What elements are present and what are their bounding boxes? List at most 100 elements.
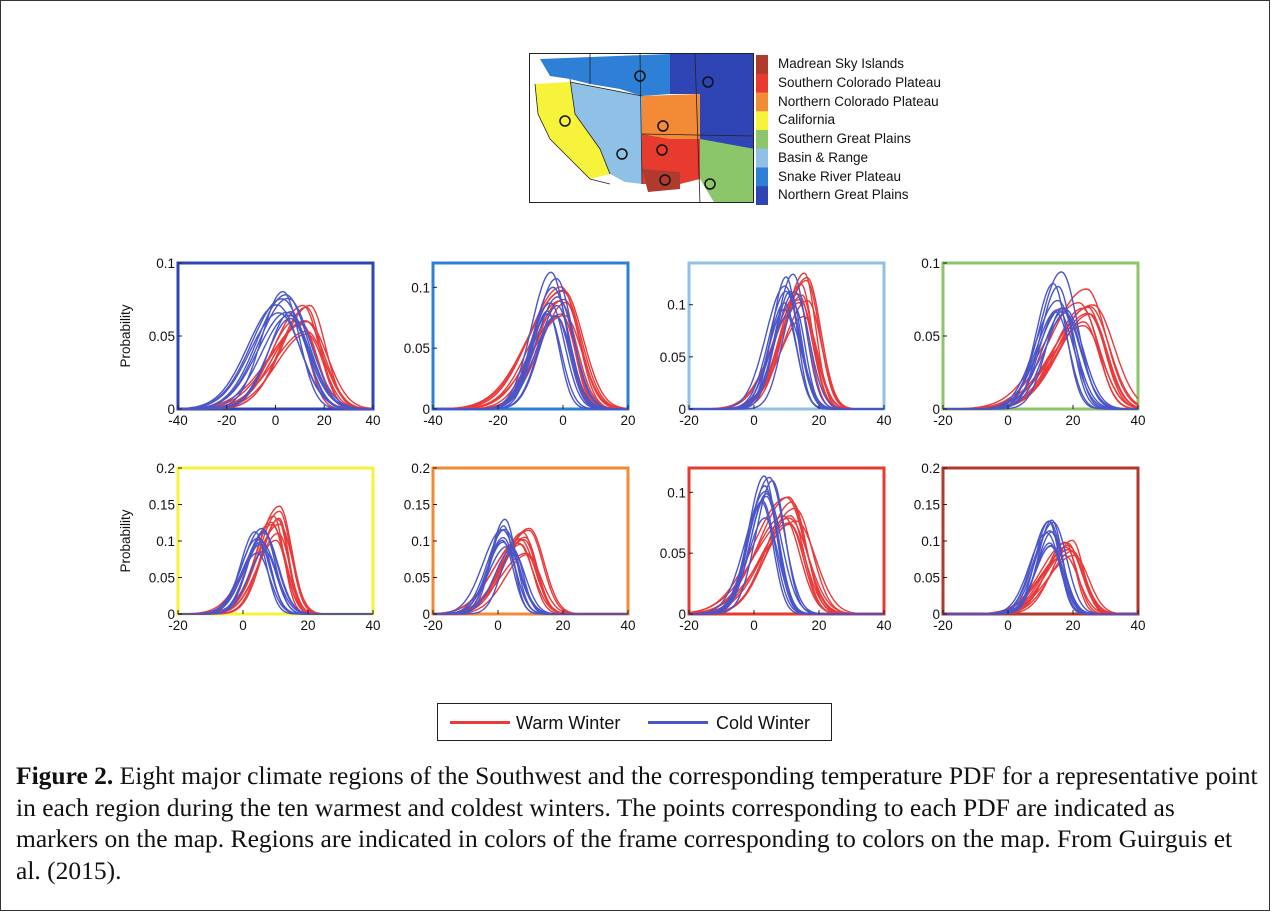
y-tick-label: 0.15	[914, 498, 940, 513]
x-tick-label: -20	[679, 413, 699, 428]
y-tick-label: 0.15	[149, 498, 175, 513]
x-tick-label: 40	[365, 413, 380, 428]
x-tick-label: 20	[620, 413, 635, 428]
x-tick-label: 0	[239, 618, 247, 633]
y-tick-label: 0.05	[149, 329, 175, 344]
cold-winter-swatch	[648, 721, 708, 724]
y-tick-label: 0	[167, 402, 175, 417]
y-tick-label: 0	[678, 402, 686, 417]
y-tick-label: 0.2	[411, 461, 430, 476]
cold-winter-curve	[689, 476, 884, 615]
region-map-graphic	[530, 54, 753, 202]
cold-winter-curve	[178, 552, 373, 615]
x-tick-label: -20	[168, 618, 188, 633]
x-tick-label: 20	[1065, 413, 1080, 428]
y-tick-label: 0	[422, 402, 430, 417]
x-tick-label: -20	[679, 618, 699, 633]
y-tick-label: 0.1	[156, 534, 175, 549]
x-tick-label: 40	[1130, 413, 1145, 428]
y-tick-label: 0.1	[411, 280, 430, 295]
cold-winter-curve	[433, 302, 628, 410]
chart-legend: Warm Winter Cold Winter	[437, 703, 832, 741]
y-tick-label: 0.1	[156, 256, 175, 271]
x-tick-label: -20	[217, 413, 237, 428]
x-tick-label: -20	[933, 618, 953, 633]
y-tick-label: 0.1	[667, 298, 686, 313]
caption-label: Figure 2.	[16, 761, 114, 790]
colorbar-segment	[756, 130, 768, 150]
x-tick-label: 20	[811, 618, 826, 633]
x-tick-label: 20	[317, 413, 332, 428]
x-tick-label: 0	[750, 618, 758, 633]
colorbar-segment	[756, 186, 768, 205]
y-tick-label: 0.05	[660, 350, 686, 365]
y-tick-label: 0.05	[404, 571, 430, 586]
y-tick-label: 0.1	[667, 485, 686, 500]
y-tick-label: 0.2	[156, 461, 175, 476]
x-tick-label: -20	[933, 413, 953, 428]
y-tick-label: 0.05	[914, 329, 940, 344]
x-tick-label: 20	[300, 618, 315, 633]
y-tick-label: 0	[167, 607, 175, 622]
region-map	[529, 53, 754, 203]
warm-winter-swatch	[450, 721, 510, 724]
panel-frame	[176, 466, 375, 616]
y-tick-label: 0	[422, 607, 430, 622]
x-tick-label: 20	[811, 413, 826, 428]
x-tick-label: 0	[559, 413, 567, 428]
warm-winter-label: Warm Winter	[516, 713, 621, 733]
y-tick-label: 0	[932, 607, 940, 622]
colorbar-segment	[756, 111, 768, 131]
x-tick-label: -40	[423, 413, 443, 428]
x-tick-label: 20	[555, 618, 570, 633]
map-colorbar	[756, 55, 768, 205]
colorbar-segment	[756, 167, 768, 187]
map-legend-item: Madrean Sky Islands	[778, 56, 905, 71]
y-tick-label: 0.15	[404, 498, 430, 513]
x-tick-label: 40	[1130, 618, 1145, 633]
pdf-panel: -40 -20 0 20 40 0 0.05 0.1 Probability	[118, 256, 381, 428]
x-tick-label: 0	[1004, 413, 1012, 428]
y-tick-label: 0	[678, 607, 686, 622]
x-tick-label: 40	[876, 618, 891, 633]
y-axis-label: Probability	[118, 509, 133, 572]
figure-caption: Figure 2. Eight major climate regions of…	[16, 760, 1262, 886]
x-tick-label: -20	[488, 413, 508, 428]
map-legend-item: Northern Colorado Plateau	[778, 93, 939, 109]
y-tick-label: 0.1	[921, 256, 940, 271]
colorbar-segment	[756, 55, 768, 75]
x-tick-label: 40	[620, 618, 635, 633]
y-tick-label: 0.1	[411, 534, 430, 549]
x-tick-label: 0	[750, 413, 758, 428]
map-legend-item: Snake River Plateau	[778, 168, 902, 184]
y-tick-label: 0.05	[404, 341, 430, 356]
map-legend-item: California	[778, 112, 836, 128]
cold-winter-curve	[178, 317, 373, 410]
y-tick-label: 0.05	[914, 571, 940, 586]
x-tick-label: 40	[365, 618, 380, 633]
cold-winter-curve	[943, 307, 1138, 410]
cold-winter-curve	[433, 548, 628, 615]
cold-winter-curve	[943, 520, 1138, 615]
y-tick-label: 0.2	[921, 461, 940, 476]
colorbar-segment	[756, 73, 768, 93]
y-tick-label: 0.1	[921, 534, 940, 549]
y-tick-label: 0.05	[660, 546, 686, 561]
x-tick-label: 0	[272, 413, 280, 428]
y-tick-label: 0	[932, 402, 940, 417]
colorbar-segment	[756, 148, 768, 168]
map-legend-item: Southern Great Plains	[778, 131, 911, 146]
x-tick-label: 0	[1004, 618, 1012, 633]
map-legend-item: Basin & Range	[778, 149, 869, 165]
y-axis-label: Probability	[118, 304, 133, 367]
x-tick-label: 0	[494, 618, 502, 633]
caption-text: Eight major climate regions of the South…	[16, 761, 1258, 885]
